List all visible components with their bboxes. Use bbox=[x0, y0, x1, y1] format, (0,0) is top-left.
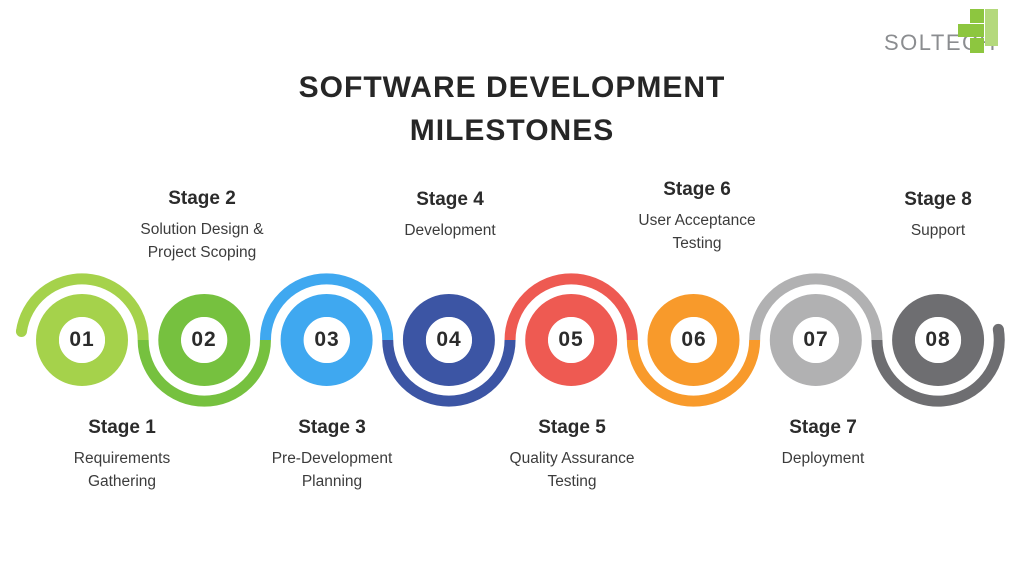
stage-1-label: Stage 1 Requirements Gathering bbox=[22, 417, 222, 493]
stage-ring-3 bbox=[280, 294, 373, 386]
stage-5-subtitle: Quality Assurance Testing bbox=[509, 450, 635, 490]
stage-5-label: Stage 5 Quality Assurance Testing bbox=[472, 417, 672, 493]
stage-6-label: Stage 6 User Acceptance Testing bbox=[597, 179, 797, 255]
stage-6-subtitle: User Acceptance Testing bbox=[638, 212, 756, 252]
stage-2-subtitle: Solution Design & Project Scoping bbox=[140, 221, 264, 261]
stage-7-label: Stage 7 Deployment bbox=[723, 417, 923, 470]
stage-6-number: 06 bbox=[671, 317, 717, 363]
wave-arc-1 bbox=[16, 273, 149, 341]
stage-4-subtitle: Development bbox=[404, 222, 496, 239]
wave-arc-4 bbox=[382, 339, 516, 407]
wave-arc-7 bbox=[749, 273, 883, 341]
soltech-logo: SOLTECH bbox=[884, 9, 1024, 66]
stage-ring-8 bbox=[892, 294, 985, 386]
stage-8-number: 08 bbox=[915, 317, 961, 363]
page-title: SOFTWARE DEVELOPMENT MILESTONES bbox=[298, 71, 726, 147]
stage-ring-7 bbox=[769, 294, 862, 386]
stage-ring-5 bbox=[525, 294, 618, 386]
wave-arc-2 bbox=[137, 339, 271, 407]
stage-4-number: 04 bbox=[426, 317, 472, 363]
stage-3-number: 03 bbox=[304, 317, 350, 363]
stage-ring-6 bbox=[647, 294, 740, 386]
stage-8-subtitle: Support bbox=[910, 222, 966, 239]
stage-3-label: Stage 3 Pre-Development Planning bbox=[232, 417, 432, 493]
stage-8-label: Stage 8 Support bbox=[838, 189, 1024, 242]
stage-1-subtitle: Requirements Gathering bbox=[73, 450, 171, 490]
stage-2-number: 02 bbox=[181, 317, 227, 363]
wave-arc-8 bbox=[871, 328, 1005, 407]
stage-1-title: Stage 1 bbox=[88, 417, 156, 438]
stage-3-title: Stage 3 bbox=[298, 417, 366, 438]
stage-3-subtitle: Pre-Development Planning bbox=[271, 450, 393, 490]
stage-4-title: Stage 4 bbox=[416, 189, 484, 210]
stage-4-label: Stage 4 Development bbox=[350, 189, 550, 242]
stage-7-number: 07 bbox=[793, 317, 839, 363]
stage-ring-2 bbox=[158, 294, 251, 386]
wave-start-tip bbox=[15, 325, 27, 337]
stage-5-title: Stage 5 bbox=[538, 417, 606, 438]
stage-ring-4 bbox=[402, 294, 495, 386]
stage-8-title: Stage 8 bbox=[904, 189, 972, 210]
wave-arc-3 bbox=[259, 273, 394, 341]
stage-6-title: Stage 6 bbox=[663, 179, 731, 200]
stage-2-label: Stage 2 Solution Design & Project Scopin… bbox=[102, 188, 302, 264]
soltech-logo-mark-icon bbox=[958, 9, 998, 53]
stage-ring-1 bbox=[36, 294, 128, 386]
stage-1-number: 01 bbox=[59, 317, 105, 363]
stage-2-title: Stage 2 bbox=[168, 188, 236, 209]
stage-7-subtitle: Deployment bbox=[781, 450, 865, 467]
stage-7-title: Stage 7 bbox=[789, 417, 857, 438]
wave-arc-6 bbox=[626, 339, 761, 407]
stage-5-number: 05 bbox=[548, 317, 594, 363]
wave-end-tip bbox=[992, 323, 1004, 335]
wave-arc-5 bbox=[504, 273, 638, 341]
